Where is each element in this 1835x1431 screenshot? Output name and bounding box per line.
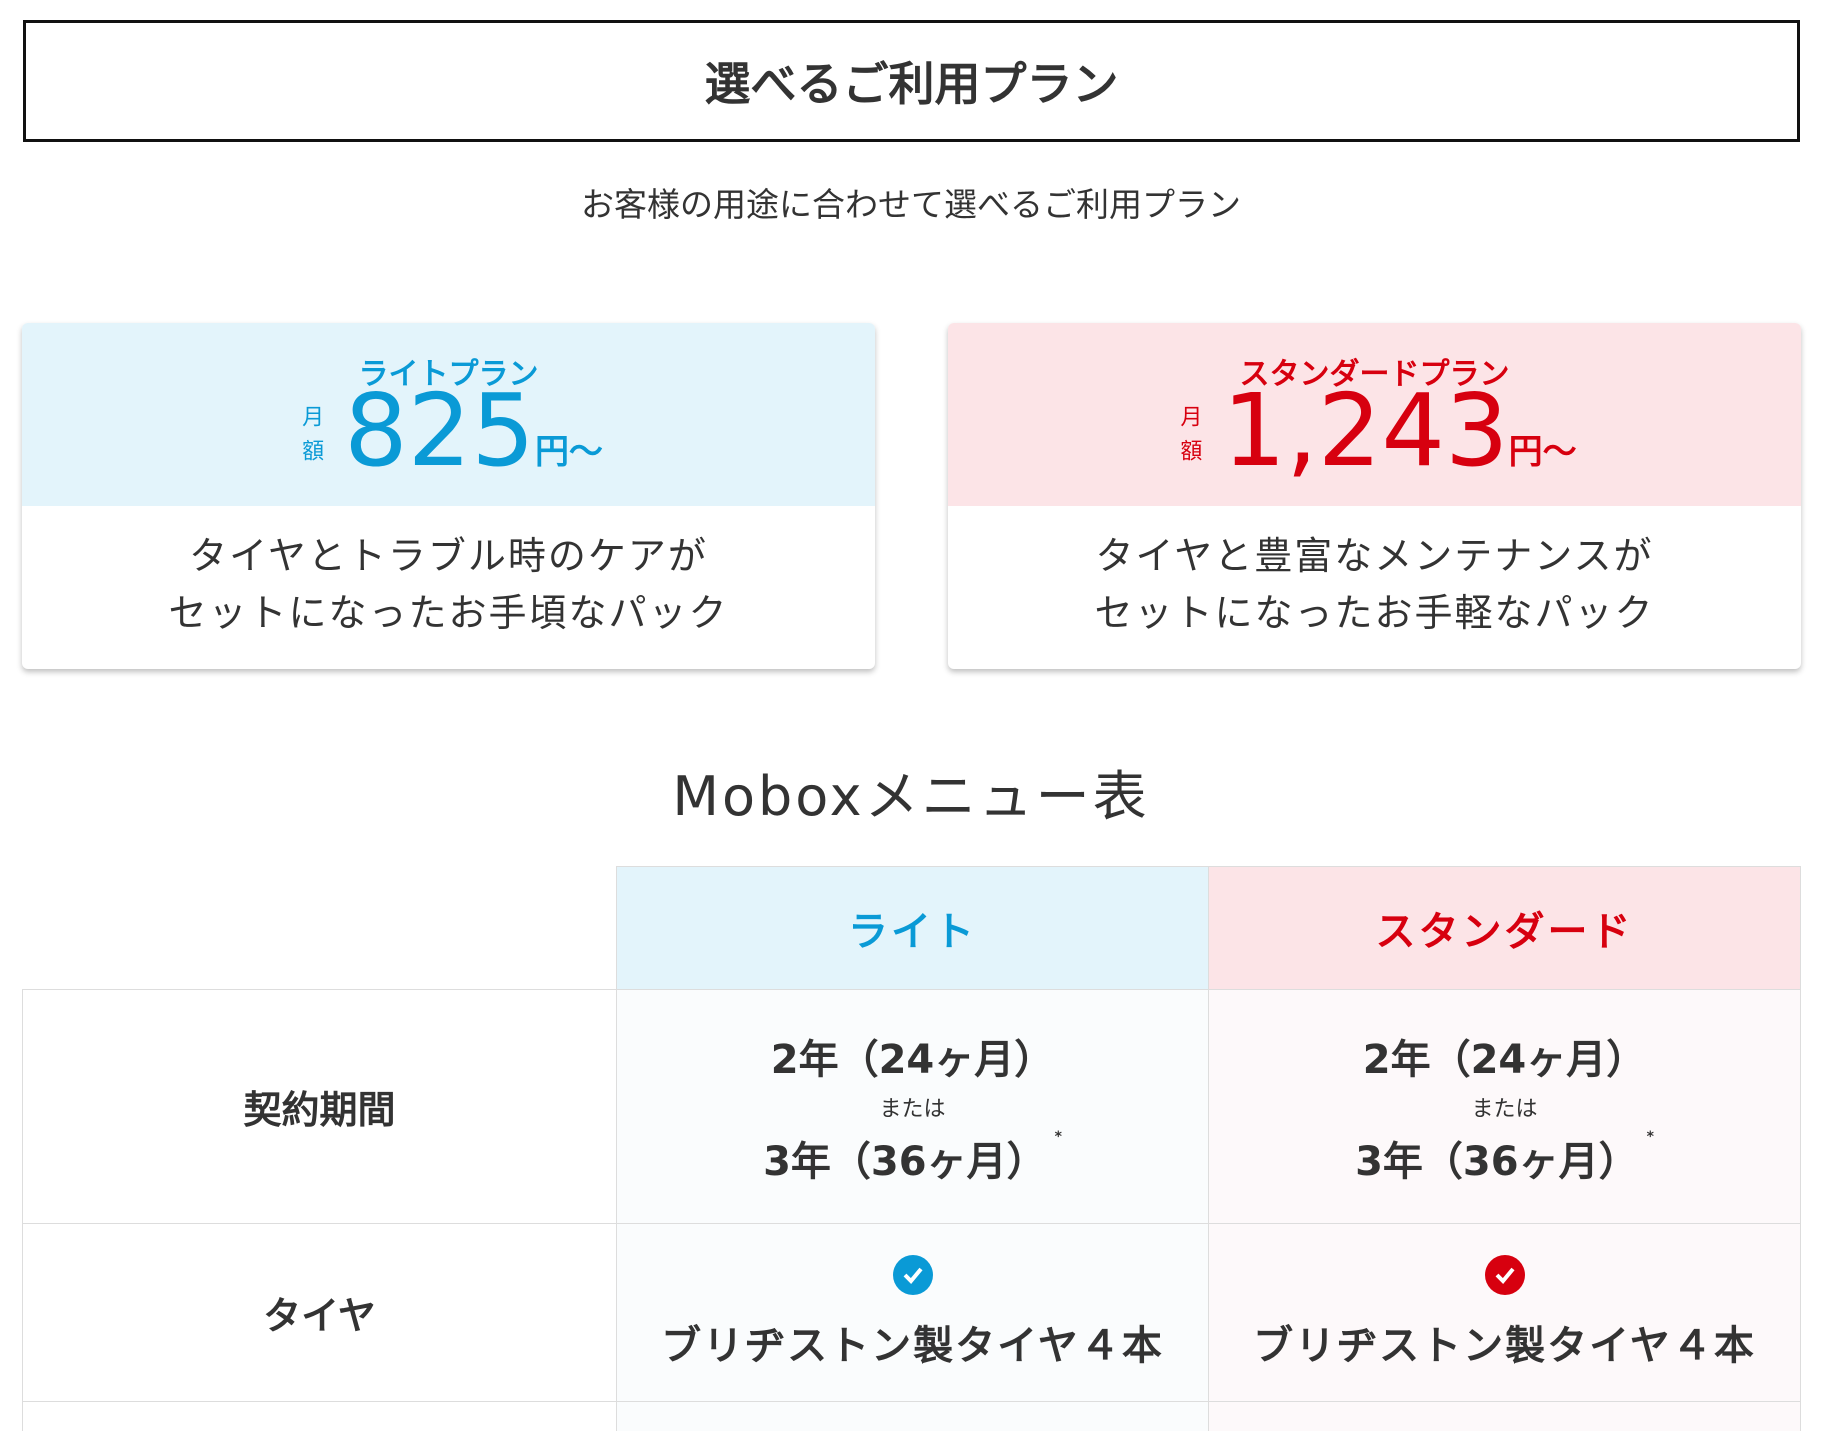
row-label: タイヤ (263, 1294, 376, 1338)
price-suffix: 円〜 (1508, 432, 1577, 472)
cell-line: ブリヂストン製タイヤ４本 (1253, 1322, 1756, 1369)
section-title: 選べるご利用プラン (23, 20, 1800, 142)
check-icon (892, 1254, 933, 1295)
plan-description: タイヤと豊富なメンテナンスが セットになったお手軽なパック (948, 528, 1801, 642)
table-border (22, 1401, 617, 1431)
cell-text: 3年（36ヶ月） (1355, 1138, 1639, 1185)
table-cell: 2年（24ヶ月） または 3年（36ヶ月） * (1208, 989, 1801, 1224)
cell-text: 3年（36ヶ月） (763, 1138, 1047, 1185)
plan-name: ライトプラン (358, 357, 539, 392)
description-line: タイヤとトラブル時のケアが (189, 534, 708, 578)
cell-line: ブリヂストン製タイヤ４本 (661, 1322, 1164, 1369)
plan-name: スタンダードプラン (1239, 357, 1510, 392)
cell-or: または (879, 1096, 946, 1122)
plan-header: スタンダードプラン 月額 1,243 円〜 (948, 323, 1801, 506)
price: 825 (344, 372, 535, 489)
plan-card: ライトプラン 月額 825 円〜 タイヤとトラブル時のケアが セットになったお手頃なパック (22, 323, 875, 669)
price-prefix: 月額 (298, 405, 324, 473)
price-row: 月額 1,243 円〜 (948, 381, 1801, 481)
footnote-mark: * (1054, 1128, 1062, 1145)
column-title: ライト (848, 909, 977, 955)
column-header: スタンダード (1208, 866, 1801, 990)
cell-line: 2年（24ヶ月） (1362, 1036, 1647, 1083)
table-cell: ブリヂストン製タイヤ４本 (616, 1223, 1209, 1402)
price-prefix: 月額 (1176, 405, 1202, 473)
cell-line: 3年（36ヶ月） * (763, 1129, 1062, 1187)
check (1495, 1267, 1515, 1284)
table-border (1208, 1401, 1801, 1431)
price-row: 月額 825 円〜 (22, 381, 875, 481)
check (903, 1267, 923, 1284)
footnote-mark: * (1646, 1128, 1654, 1145)
plan-header: ライトプラン 月額 825 円〜 (22, 323, 875, 506)
column-title: スタンダード (1375, 909, 1634, 955)
cell-or: または (1471, 1096, 1538, 1122)
row-header: タイヤ (22, 1223, 617, 1402)
price-suffix: 円〜 (534, 432, 603, 472)
row-label: 契約期間 (243, 1088, 396, 1132)
plan-description: タイヤとトラブル時のケアが セットになったお手頃なパック (22, 528, 875, 642)
table-cell: ブリヂストン製タイヤ４本 (1208, 1223, 1801, 1402)
cell-line: 2年（24ヶ月） (770, 1036, 1055, 1083)
description-line: セットになったお手頃なパック (168, 591, 729, 635)
price: 1,243 (1222, 372, 1509, 489)
description-line: セットになったお手軽なパック (1094, 591, 1655, 635)
table-cell: 2年（24ヶ月） または 3年（36ヶ月） * (616, 989, 1209, 1224)
description-line: タイヤと豊富なメンテナンスが (1095, 534, 1654, 578)
check-icon (1484, 1254, 1525, 1295)
plan-card: スタンダードプラン 月額 1,243 円〜 タイヤと豊富なメンテナンスが セットになったお… (948, 323, 1801, 669)
menu-title: Moboxメニュー表 (672, 765, 1150, 828)
subtitle: お客様の用途に合わせて選べるご利用プラン (581, 185, 1241, 224)
row-header: 契約期間 (22, 989, 617, 1224)
cell-line: 3年（36ヶ月） * (1355, 1129, 1654, 1187)
table-border (616, 1401, 1209, 1431)
column-header: ライト (616, 866, 1209, 990)
